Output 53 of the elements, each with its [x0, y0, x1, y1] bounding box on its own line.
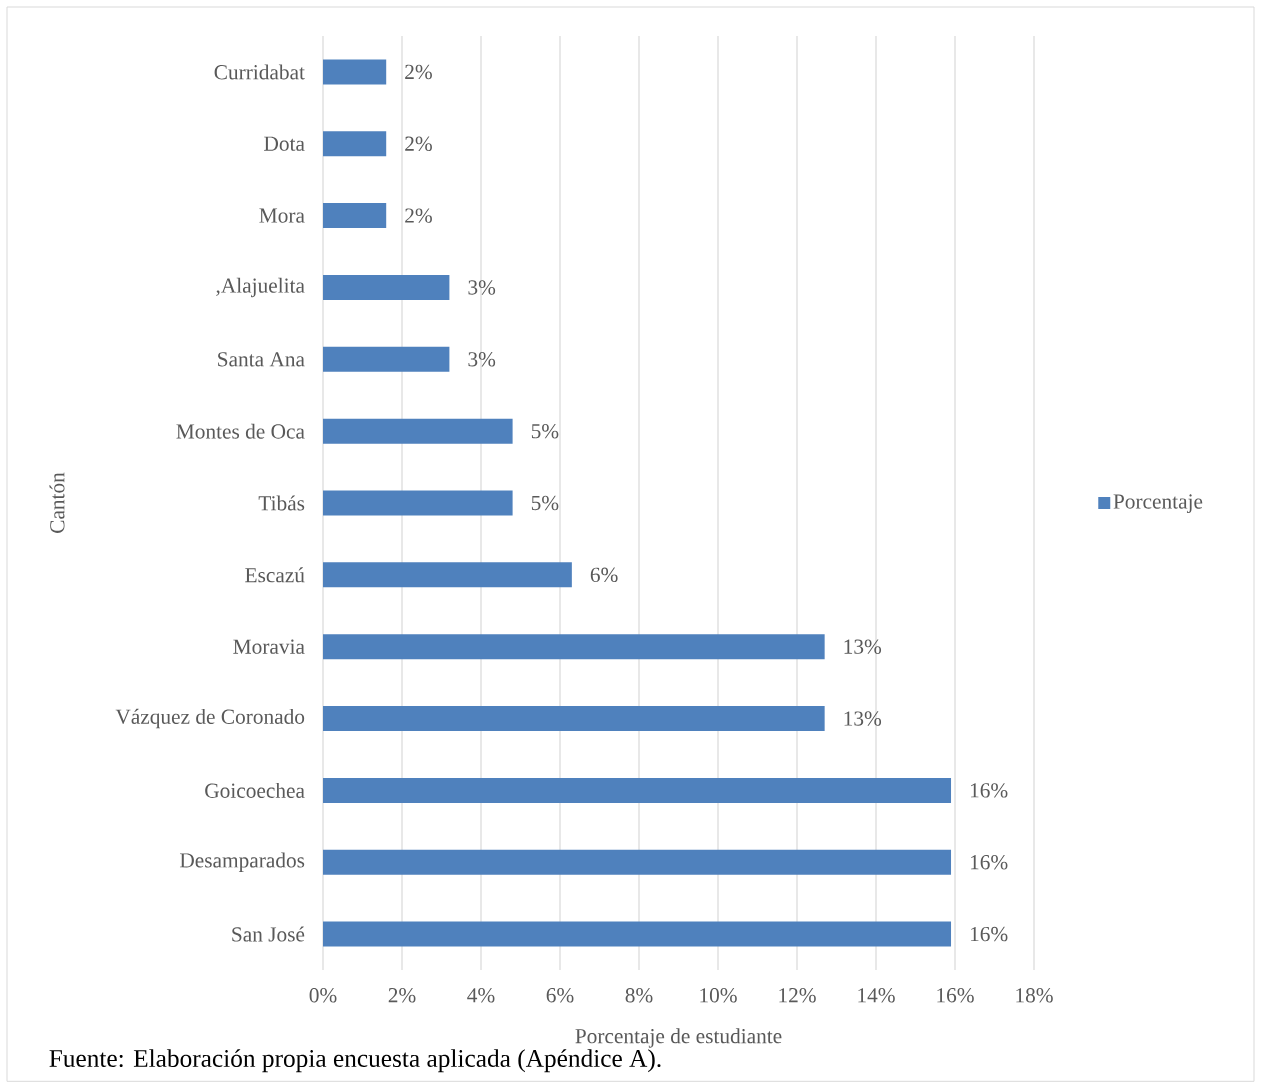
y-tick-label: Montes de Oca — [176, 423, 305, 439]
y-axis-title: Cantón — [49, 472, 65, 533]
data-label: 16% — [970, 855, 1008, 870]
bar — [323, 203, 387, 229]
data-label: 6% — [590, 567, 618, 583]
bar — [323, 562, 572, 588]
bar — [323, 346, 450, 372]
x-tick-label: 4% — [467, 988, 495, 1003]
bar — [323, 921, 952, 947]
data-label: 16% — [970, 926, 1008, 942]
data-label: 5% — [531, 495, 559, 511]
x-tick-label: 14% — [858, 988, 895, 1003]
bar — [323, 634, 825, 660]
x-tick-label: 10% — [700, 988, 737, 1003]
data-label: 2% — [405, 136, 432, 151]
x-tick-label: 18% — [1016, 988, 1053, 1003]
x-tick-label: 16% — [937, 988, 974, 1003]
y-tick-label: Tibás — [258, 495, 305, 511]
y-tick-label: ,Alajuelita — [216, 277, 305, 298]
y-tick-label: Moravia — [233, 639, 305, 654]
y-tick-label: Dota — [264, 136, 305, 151]
data-label: 13% — [844, 639, 882, 654]
x-tick-label: 8% — [625, 988, 653, 1003]
y-tick-label: Santa Ana — [218, 352, 305, 367]
data-label: 3% — [468, 280, 496, 295]
data-label: 5% — [531, 423, 559, 439]
bar — [323, 490, 513, 516]
data-label: 2% — [405, 64, 432, 80]
y-tick-label: Mora — [259, 208, 305, 223]
bar — [323, 274, 450, 300]
y-tick-label: Curridabat — [214, 64, 305, 80]
data-label: 2% — [405, 208, 432, 223]
x-tick-label: 12% — [779, 988, 816, 1003]
y-tick-label: Escazú — [245, 567, 305, 583]
data-label: 3% — [468, 352, 496, 367]
data-label: 13% — [844, 711, 882, 726]
bar — [323, 59, 387, 85]
source-note: Fuente: Elaboración propia encuesta aplicada (Apéndice A). — [49, 1049, 661, 1073]
x-tick-label: 6% — [546, 988, 574, 1003]
legend-label: Porcentaje — [1113, 494, 1203, 513]
y-tick-label: Vázquez de Coronado — [115, 708, 305, 729]
bar — [323, 418, 513, 444]
bar — [323, 777, 952, 803]
bar — [323, 706, 825, 732]
bar — [323, 131, 387, 157]
x-axis-title: Porcentaje de estudiante — [575, 1028, 782, 1048]
x-tick-label: 2% — [388, 988, 416, 1003]
bar — [323, 849, 952, 875]
y-tick-label: Goicoechea — [205, 782, 305, 798]
y-tick-label: Desamparados — [179, 852, 305, 872]
x-tick-label: 0% — [309, 988, 337, 1003]
data-label: 16% — [970, 783, 1008, 798]
y-tick-label: San José — [232, 926, 305, 942]
